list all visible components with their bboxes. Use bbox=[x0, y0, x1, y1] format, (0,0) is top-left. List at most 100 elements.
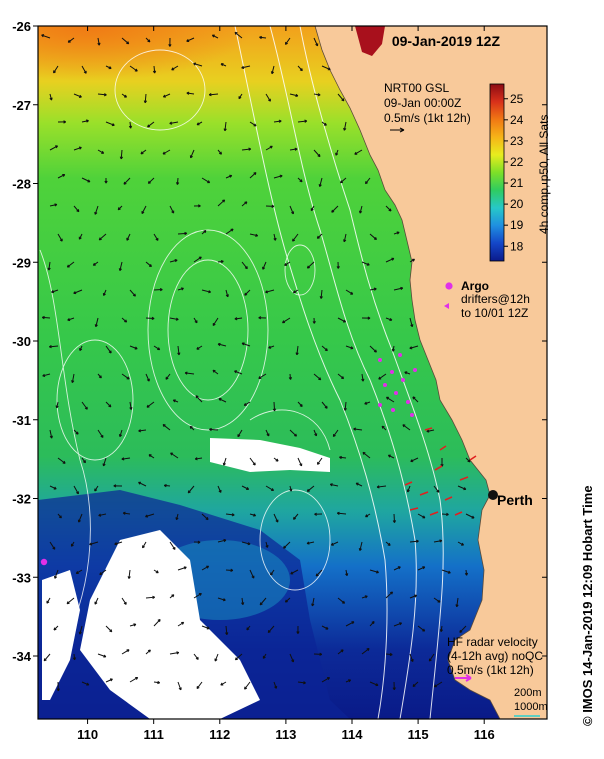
velocity-arrow-head bbox=[244, 292, 248, 296]
velocity-arrow-head bbox=[55, 405, 59, 409]
velocity-arrow-head bbox=[230, 568, 234, 572]
velocity-arrow bbox=[393, 513, 396, 523]
velocity-arrow-head bbox=[253, 513, 256, 517]
velocity-arrow-head bbox=[412, 396, 416, 400]
velocity-arrow bbox=[97, 149, 104, 154]
velocity-arrow bbox=[385, 653, 393, 656]
velocity-arrow bbox=[340, 177, 347, 184]
velocity-arrow bbox=[225, 625, 228, 635]
velocity-arrow bbox=[196, 681, 203, 689]
velocity-arrow-head bbox=[234, 657, 238, 661]
velocity-arrow bbox=[241, 485, 249, 490]
velocity-arrow-head bbox=[174, 259, 178, 263]
velocity-arrow bbox=[177, 566, 187, 571]
velocity-arrow bbox=[57, 457, 66, 464]
velocity-arrow bbox=[103, 457, 107, 467]
velocity-arrow bbox=[385, 591, 393, 599]
velocity-arrow-head bbox=[98, 513, 102, 517]
velocity-arrow-head bbox=[222, 598, 226, 602]
velocity-arrow-head bbox=[288, 377, 292, 380]
velocity-arrow-head bbox=[140, 151, 144, 155]
velocity-arrow bbox=[169, 205, 175, 214]
velocity-arrow bbox=[237, 429, 243, 437]
velocity-arrow-head bbox=[267, 98, 271, 102]
velocity-arrow bbox=[313, 37, 319, 47]
velocity-arrow-head bbox=[97, 42, 101, 46]
velocity-arrow bbox=[273, 120, 282, 123]
velocity-arrow-head bbox=[94, 488, 98, 492]
velocity-arrow bbox=[169, 652, 179, 655]
velocity-arrow bbox=[345, 345, 354, 349]
colorbar: 18 19 20 21 22 23 24 25 4h comp, p50, All Sats bbox=[489, 83, 551, 262]
velocity-arrow-head bbox=[208, 290, 212, 294]
velocity-arrow-head bbox=[180, 287, 184, 291]
velocity-arrow-head bbox=[299, 403, 303, 407]
velocity-arrow bbox=[76, 569, 83, 574]
cloud-mask-2 bbox=[80, 530, 260, 719]
velocity-arrow bbox=[361, 648, 370, 655]
velocity-arrow-head bbox=[108, 404, 112, 408]
velocity-arrow bbox=[49, 485, 57, 490]
y-tick-label: -28 bbox=[12, 177, 31, 192]
velocity-arrow bbox=[393, 566, 401, 571]
velocity-arrow-head bbox=[318, 184, 322, 187]
velocity-arrow bbox=[49, 93, 53, 101]
velocity-arrow-head bbox=[147, 649, 151, 653]
velocity-arrow-head bbox=[376, 570, 379, 574]
velocity-arrow bbox=[293, 513, 299, 520]
velocity-arrow bbox=[271, 65, 275, 74]
velocity-arrow-head bbox=[72, 657, 77, 661]
colorbar-tick-label: 24 bbox=[510, 113, 524, 127]
velocity-arrow-head bbox=[402, 424, 406, 428]
hot-spot-north bbox=[355, 26, 385, 56]
velocity-arrow bbox=[409, 540, 419, 543]
velocity-arrow-head bbox=[426, 429, 430, 433]
velocity-arrow bbox=[313, 149, 321, 157]
velocity-arrow-head bbox=[220, 682, 224, 686]
velocity-arrow-head bbox=[412, 683, 416, 688]
velocity-arrow-head bbox=[381, 425, 385, 429]
velocity-arrow bbox=[337, 373, 344, 380]
velocity-arrow-head bbox=[399, 622, 403, 626]
date-label: 09-Jan-2019 12Z bbox=[392, 33, 501, 49]
velocity-arrow-head bbox=[422, 628, 426, 632]
velocity-arrow bbox=[320, 289, 323, 299]
velocity-arrow-head bbox=[315, 43, 319, 47]
velocity-arrow-head bbox=[376, 485, 380, 489]
velocity-arrow-head bbox=[155, 570, 159, 574]
velocity-arrow bbox=[412, 681, 419, 687]
velocity-arrow bbox=[81, 65, 87, 74]
velocity-arrow-head bbox=[175, 517, 179, 521]
colorbar-tick-label: 22 bbox=[510, 155, 524, 169]
y-tick-label: -34 bbox=[12, 649, 32, 664]
velocity-arrow bbox=[177, 681, 182, 691]
velocity-arrow bbox=[225, 289, 229, 297]
land-mass bbox=[314, 26, 547, 719]
velocity-arrow bbox=[121, 457, 131, 460]
velocity-arrow-head bbox=[253, 123, 257, 127]
velocity-arrow bbox=[81, 177, 91, 183]
velocity-arrow-head bbox=[162, 94, 166, 98]
velocity-arrow-head bbox=[244, 686, 248, 690]
velocity-arrow bbox=[105, 345, 112, 354]
velocity-arrow bbox=[153, 233, 159, 241]
velocity-arrow-head bbox=[341, 98, 345, 102]
argo-float bbox=[40, 558, 48, 566]
velocity-arrow bbox=[223, 457, 227, 466]
velocity-arrow-head bbox=[299, 179, 303, 183]
velocity-arrow-head bbox=[162, 424, 166, 428]
velocity-arrow bbox=[369, 345, 377, 353]
velocity-arrow-head bbox=[157, 347, 161, 351]
velocity-arrow bbox=[123, 512, 131, 515]
velocity-arrow bbox=[42, 373, 51, 377]
velocity-arrow-head bbox=[54, 203, 58, 207]
velocity-arrow-head bbox=[269, 145, 273, 149]
velocity-arrow-head bbox=[241, 342, 245, 346]
velocity-arrow-head bbox=[209, 427, 212, 432]
velocity-arrow bbox=[217, 539, 227, 543]
velocity-arrow bbox=[321, 625, 329, 630]
velocity-arrow-head bbox=[84, 406, 88, 410]
velocity-arrow bbox=[201, 565, 209, 571]
velocity-arrow-head bbox=[289, 488, 293, 492]
velocity-arrow bbox=[258, 373, 267, 379]
